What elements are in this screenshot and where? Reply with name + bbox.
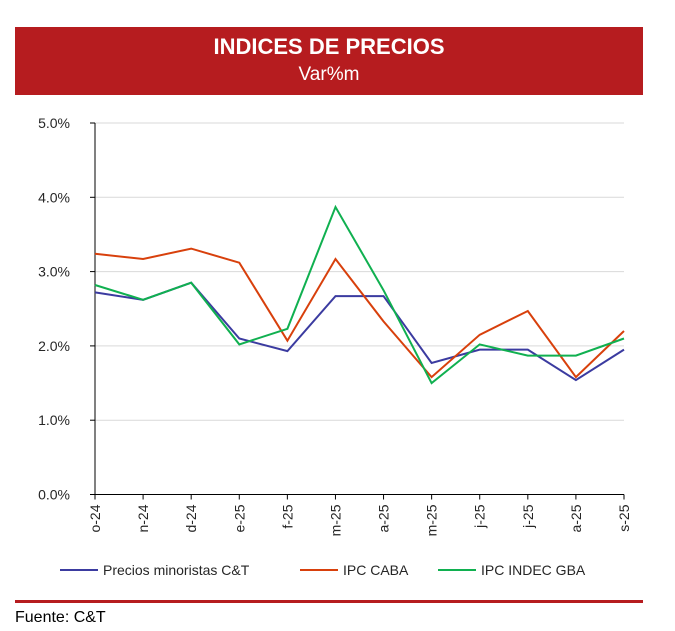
series-line-0 bbox=[94, 281, 625, 382]
chart-legend: Precios minoristas C&T IPC CABA IPC INDE… bbox=[0, 562, 675, 584]
series-lines bbox=[94, 204, 625, 385]
x-tick-label: m-25 bbox=[424, 504, 440, 536]
series-line-1 bbox=[94, 247, 625, 379]
legend-label-indec: IPC INDEC GBA bbox=[481, 562, 586, 578]
legend-swatch-ct bbox=[60, 569, 98, 571]
chart-title: INDICES DE PRECIOS bbox=[213, 34, 445, 59]
legend-item-indec: IPC INDEC GBA bbox=[438, 562, 585, 578]
x-tick-label: d-24 bbox=[183, 504, 199, 532]
x-tick-label: m-25 bbox=[327, 504, 343, 536]
y-tick-label: 1.0% bbox=[38, 412, 70, 428]
source-note: Fuente: C&T bbox=[15, 609, 106, 626]
x-tick-label: a-25 bbox=[568, 504, 584, 532]
x-tick-label: o-24 bbox=[87, 504, 103, 532]
x-tick-label: n-24 bbox=[135, 504, 151, 532]
legend-swatch-indec bbox=[438, 569, 476, 571]
line-chart: 0.0% 1.0% 2.0% 3.0% 4.0% 5.0% o-24 n-24 d-24 e-25… bbox=[38, 115, 632, 536]
legend-label-ct: Precios minoristas C&T bbox=[103, 562, 250, 578]
axes bbox=[90, 122, 625, 500]
y-tick-label: 5.0% bbox=[38, 115, 70, 131]
legend-item-ct: Precios minoristas C&T bbox=[60, 562, 249, 578]
chart-header: INDICES DE PRECIOS Var%m bbox=[15, 27, 643, 95]
tick-labels: 0.0% 1.0% 2.0% 3.0% 4.0% 5.0% o-24 n-24 d-24 e-25… bbox=[38, 115, 632, 536]
series-line-2 bbox=[94, 204, 625, 385]
x-tick-label: s-25 bbox=[616, 504, 632, 531]
chart-subtitle: Var%m bbox=[298, 64, 360, 85]
y-tick-label: 3.0% bbox=[38, 264, 70, 280]
gridlines bbox=[95, 122, 624, 421]
legend-label-caba: IPC CABA bbox=[343, 562, 409, 578]
legend-swatch-caba bbox=[300, 569, 338, 571]
y-tick-label: 4.0% bbox=[38, 189, 70, 205]
y-tick-label: 0.0% bbox=[38, 487, 70, 503]
legend-item-caba: IPC CABA bbox=[300, 562, 408, 578]
x-tick-label: j-25 bbox=[520, 504, 536, 529]
x-tick-label: j-25 bbox=[472, 504, 488, 529]
x-tick-label: a-25 bbox=[376, 504, 392, 532]
footer-divider bbox=[15, 600, 643, 603]
y-tick-label: 2.0% bbox=[38, 338, 70, 354]
x-tick-label: f-25 bbox=[279, 504, 295, 528]
x-tick-label: e-25 bbox=[231, 504, 247, 532]
